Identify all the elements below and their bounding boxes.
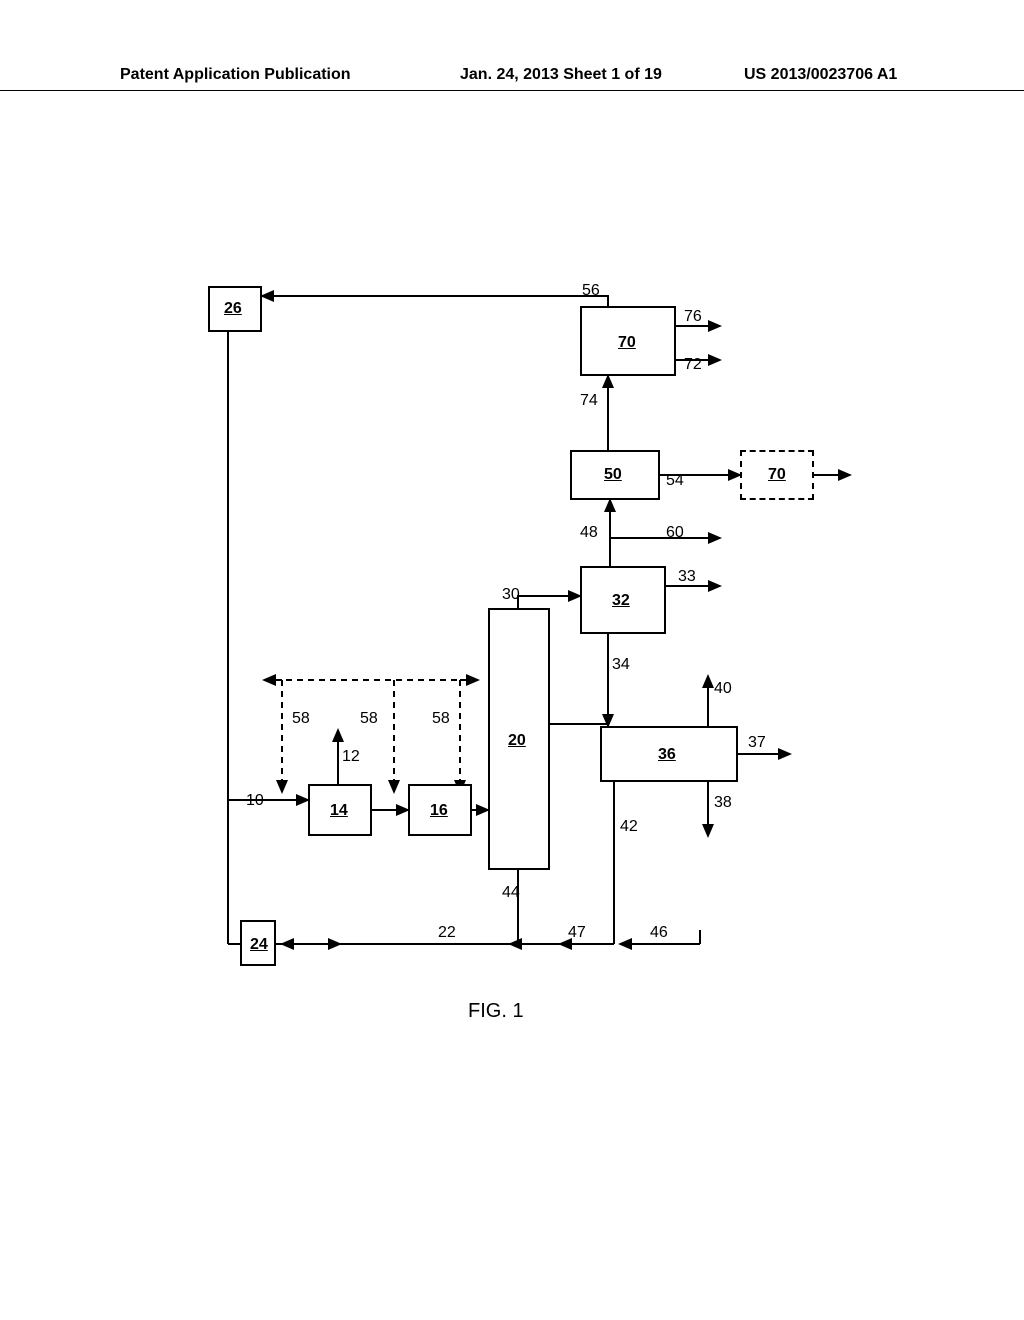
label-10: 10 — [246, 792, 264, 810]
header-left: Patent Application Publication — [120, 66, 351, 84]
box-26-label: 26 — [224, 300, 242, 318]
box-14-label: 14 — [330, 802, 348, 820]
box-24-label: 24 — [250, 936, 268, 954]
label-48: 48 — [580, 524, 598, 542]
header-center: Jan. 24, 2013 Sheet 1 of 19 — [460, 66, 662, 84]
box-32: 32 — [580, 566, 666, 634]
label-56: 56 — [582, 282, 600, 300]
label-54: 54 — [666, 472, 684, 490]
box-36-label: 36 — [658, 746, 676, 764]
label-47: 47 — [568, 924, 586, 942]
label-22: 22 — [438, 924, 456, 942]
box-14: 14 — [308, 784, 372, 836]
label-44: 44 — [502, 884, 520, 902]
label-33: 33 — [678, 568, 696, 586]
label-72: 72 — [684, 356, 702, 374]
label-58a: 58 — [292, 710, 310, 728]
box-50-label: 50 — [604, 466, 622, 484]
figure-caption: FIG. 1 — [468, 1000, 524, 1023]
box-70b-label: 70 — [768, 466, 786, 484]
label-30: 30 — [502, 586, 520, 604]
box-36: 36 — [600, 726, 738, 782]
box-70a-label: 70 — [618, 334, 636, 352]
label-76: 76 — [684, 308, 702, 326]
label-46: 46 — [650, 924, 668, 942]
label-34: 34 — [612, 656, 630, 674]
box-16: 16 — [408, 784, 472, 836]
label-60: 60 — [666, 524, 684, 542]
label-58b: 58 — [360, 710, 378, 728]
page-header: Patent Application Publication Jan. 24, … — [0, 66, 1024, 91]
label-37: 37 — [748, 734, 766, 752]
box-70b: 70 — [740, 450, 814, 500]
label-12: 12 — [342, 748, 360, 766]
label-40: 40 — [714, 680, 732, 698]
box-20-label: 20 — [508, 732, 526, 750]
box-50: 50 — [570, 450, 660, 500]
box-32-label: 32 — [612, 592, 630, 610]
label-74: 74 — [580, 392, 598, 410]
page: Patent Application Publication Jan. 24, … — [0, 0, 1024, 1320]
label-38: 38 — [714, 794, 732, 812]
box-70a: 70 — [580, 306, 676, 376]
box-26: 26 — [208, 286, 262, 332]
box-20: 20 — [488, 608, 550, 870]
label-58c: 58 — [432, 710, 450, 728]
box-24: 24 — [240, 920, 276, 966]
label-42: 42 — [620, 818, 638, 836]
box-16-label: 16 — [430, 802, 448, 820]
header-right: US 2013/0023706 A1 — [744, 66, 897, 84]
